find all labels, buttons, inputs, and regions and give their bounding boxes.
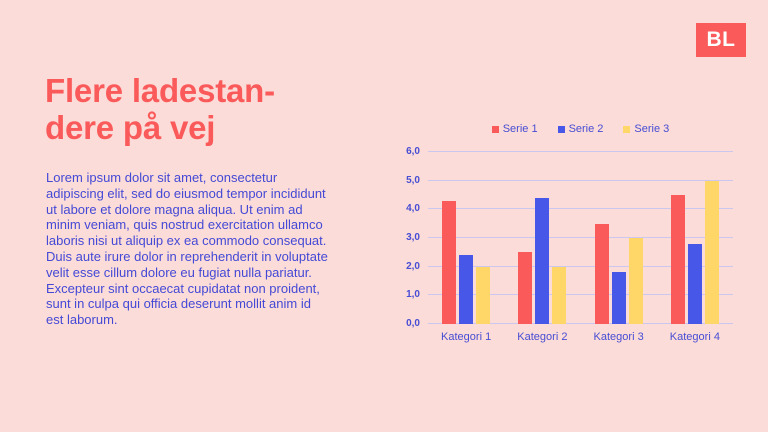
bar-group-3 xyxy=(581,152,657,324)
legend-item-serie-2: Serie 2 xyxy=(557,123,604,135)
legend-marker-icon xyxy=(557,125,565,133)
gridline: 0,0 xyxy=(406,318,733,329)
legend-item-serie-3: Serie 3 xyxy=(623,123,669,135)
bar-serie-1-3 xyxy=(594,223,609,324)
bar-serie-3-4 xyxy=(704,180,719,324)
legend-marker-icon xyxy=(491,125,499,133)
gridline: 6,0 xyxy=(406,146,733,157)
gridline: 3,0 xyxy=(406,232,733,243)
x-axis-category-label: Kategori 4 xyxy=(669,331,720,343)
y-axis-tick-label: 2,0 xyxy=(406,260,420,272)
bar-chart: Serie 1 Serie 2 Serie 3 0,0 1,0 2,0 3,0 4,0 5,0… xyxy=(400,122,745,343)
gridline: 4,0 xyxy=(406,203,733,214)
chart-x-axis-labels: Kategori 1 Kategori 2 Kategori 3 Kategori 4 xyxy=(428,331,733,343)
y-axis-tick-label: 4,0 xyxy=(406,203,420,215)
y-axis-tick-label: 3,0 xyxy=(406,232,420,243)
bar-serie-2-1 xyxy=(459,255,474,324)
bar-serie-3-3 xyxy=(628,238,643,324)
gridline: 2,0 xyxy=(406,261,733,272)
bar-group-1 xyxy=(428,152,504,324)
chart-plot-area: 0,0 1,0 2,0 3,0 4,0 5,0 6,0 xyxy=(406,146,733,329)
bar-serie-1-4 xyxy=(670,195,685,324)
x-axis-category-label: Kategori 2 xyxy=(517,331,568,343)
legend-item-serie-1: Serie 1 xyxy=(491,123,538,135)
logo-text: BL xyxy=(706,28,736,51)
bar-serie-1-1 xyxy=(442,200,457,324)
bar-group-4 xyxy=(657,152,733,324)
bar-serie-2-4 xyxy=(687,243,702,324)
y-axis-tick-label: 1,0 xyxy=(406,289,420,301)
body-text: Lorem ipsum dolor sit amet, consectetur … xyxy=(46,170,328,328)
bar-serie-3-1 xyxy=(476,266,491,324)
bar-serie-3-2 xyxy=(552,266,567,324)
legend-label: Serie 1 xyxy=(502,123,538,135)
legend-marker-icon xyxy=(623,125,631,133)
y-axis-tick-label: 5,0 xyxy=(406,174,420,186)
x-axis-category-label: Kategori 3 xyxy=(593,331,644,343)
bar-serie-1-2 xyxy=(518,252,533,324)
x-axis-category-label: Kategori 1 xyxy=(441,331,492,343)
page-title: Flere ladestan- dere på vej xyxy=(45,72,275,146)
gridline: 1,0 xyxy=(406,289,733,300)
y-axis-tick-label: 6,0 xyxy=(406,146,420,157)
y-axis-tick-label: 0,0 xyxy=(406,318,420,329)
legend-label: Serie 2 xyxy=(568,123,604,135)
gridline: 5,0 xyxy=(406,175,733,186)
bar-group-2 xyxy=(504,152,580,324)
legend-label: Serie 3 xyxy=(634,123,670,135)
bar-serie-2-3 xyxy=(611,272,626,324)
bars-container xyxy=(428,152,733,324)
logo: BL xyxy=(696,23,746,57)
bar-serie-2-2 xyxy=(535,197,550,324)
chart-legend: Serie 1 Serie 2 Serie 3 xyxy=(428,122,733,136)
